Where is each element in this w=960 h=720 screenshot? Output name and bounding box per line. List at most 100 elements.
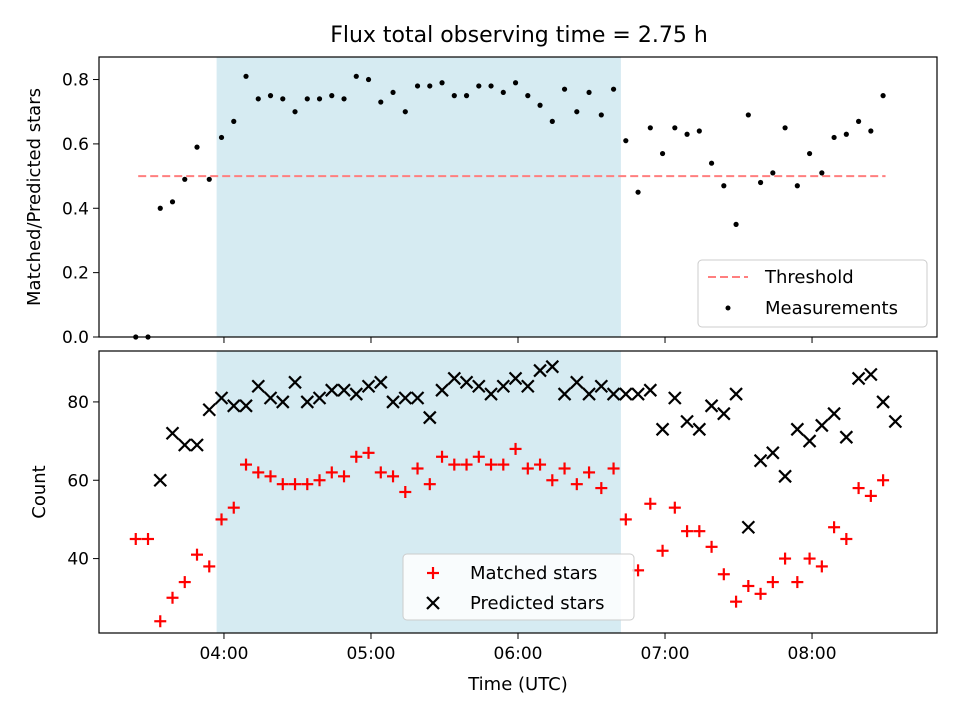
predicted-star-point: [851, 371, 866, 386]
measurement-point: [708, 160, 715, 166]
matched-star-point: [350, 450, 363, 463]
matched-star-point: [656, 544, 669, 557]
measurement-point: [414, 83, 421, 89]
measurement-point: [439, 80, 445, 86]
measurement-point: [255, 96, 261, 102]
predicted-star-point: [263, 391, 278, 405]
measurement-point: [684, 131, 690, 137]
matched-star-point: [521, 462, 534, 475]
measurement-point: [782, 125, 788, 131]
predicted-star-point: [594, 379, 609, 394]
matched-star-point: [142, 533, 155, 545]
predicted-star-point: [202, 402, 217, 417]
measurement-point: [402, 109, 408, 115]
matched-star-point: [705, 540, 718, 553]
predicted-star-point: [557, 387, 572, 401]
predicted-star-point: [386, 395, 400, 409]
predicted-star-point: [521, 379, 535, 394]
x-axis-label: Time (UTC): [467, 674, 568, 695]
predicted-star-point: [643, 383, 658, 397]
y-tick-label: 0.2: [62, 264, 89, 284]
predicted-star-point: [459, 375, 474, 390]
measurement-point: [868, 128, 874, 134]
matched-star-point: [252, 466, 265, 479]
predicted-star-point: [888, 414, 903, 429]
matched-star-point: [840, 533, 853, 545]
predicted-star-point: [288, 375, 302, 390]
matched-star-point: [803, 552, 816, 565]
x-tick-label: 06:00: [494, 644, 543, 664]
predicted-star-point: [361, 379, 376, 394]
measurement-point: [757, 179, 764, 186]
predicted-star-point: [251, 379, 266, 394]
top-marks: [133, 73, 886, 340]
bottom-y-ticks: 40 60 80: [67, 393, 99, 570]
matched-star-point: [276, 478, 289, 491]
matched-star-point: [595, 482, 608, 495]
matched-star-point: [546, 474, 559, 487]
predicted-star-point: [496, 379, 511, 394]
predicted-star-point: [312, 391, 327, 405]
top-y-axis-label: Matched/Predicted stars: [24, 88, 45, 306]
top-legend-box: [697, 259, 928, 328]
measurement-point: [880, 93, 886, 99]
measurement-point: [794, 183, 800, 189]
measurement-point: [696, 128, 702, 134]
matched-star-point: [154, 615, 167, 628]
measurement-point: [169, 199, 176, 205]
matched-star-point: [448, 458, 461, 471]
bottom-panel: 40 60 80 04:00 05:00 06:00 07:00 08:00 Count T…: [29, 350, 938, 695]
predicted-star-point: [680, 414, 694, 429]
predicted-star-point: [790, 422, 805, 437]
matched-star-point: [754, 587, 767, 600]
top-legend: Threshold Measurements: [697, 259, 928, 328]
measurement-point: [206, 176, 212, 182]
legend-predicted-label: Predicted stars: [470, 593, 604, 614]
y-tick-label: 40: [67, 550, 89, 570]
matched-star-point: [472, 450, 485, 463]
measurement-point: [561, 86, 568, 92]
matched-star-point: [828, 521, 841, 534]
matched-star-point: [717, 568, 730, 581]
matched-star-point: [338, 470, 351, 483]
matched-star-point: [766, 576, 779, 589]
measurement-point: [194, 144, 200, 150]
measurement-point: [390, 89, 396, 96]
predicted-star-point: [190, 438, 204, 452]
predicted-star-point: [582, 387, 596, 401]
matched-star-point: [203, 560, 216, 573]
y-tick-label: 0.6: [62, 135, 89, 155]
top-panel: 0.00.20.40.60.8 Matched/Predicted stars …: [24, 56, 938, 348]
measurement-point: [770, 170, 776, 176]
matched-star-point: [693, 525, 706, 538]
matched-star-point: [779, 552, 792, 565]
measurement-point: [500, 89, 506, 96]
bottom-legend: Matched stars Predicted stars: [402, 553, 635, 621]
predicted-star-point: [778, 469, 792, 484]
predicted-star-point: [545, 359, 560, 374]
predicted-star-point: [374, 375, 388, 390]
predicted-star-point: [668, 391, 682, 405]
y-tick-label: 0.4: [62, 199, 89, 219]
measurement-point: [463, 93, 470, 99]
matched-star-point: [460, 458, 473, 471]
matched-star-point: [325, 466, 338, 479]
measurement-point: [537, 102, 543, 108]
measurement-point: [843, 131, 849, 137]
measurement-point: [659, 150, 666, 157]
predicted-star-point: [827, 406, 841, 421]
measurement-point: [267, 93, 274, 99]
measurement-point: [292, 109, 298, 115]
measurement-point: [623, 138, 629, 144]
matched-star-point: [534, 458, 547, 471]
measurement-point: [586, 89, 592, 96]
matched-star-point: [178, 576, 191, 589]
matched-star-point: [129, 533, 142, 545]
matched-star-point: [301, 478, 314, 491]
predicted-star-point: [214, 391, 229, 405]
predicted-star-point: [619, 387, 633, 401]
predicted-star-point: [631, 387, 645, 401]
measurement-point: [831, 134, 837, 141]
matched-star-point: [497, 458, 510, 471]
